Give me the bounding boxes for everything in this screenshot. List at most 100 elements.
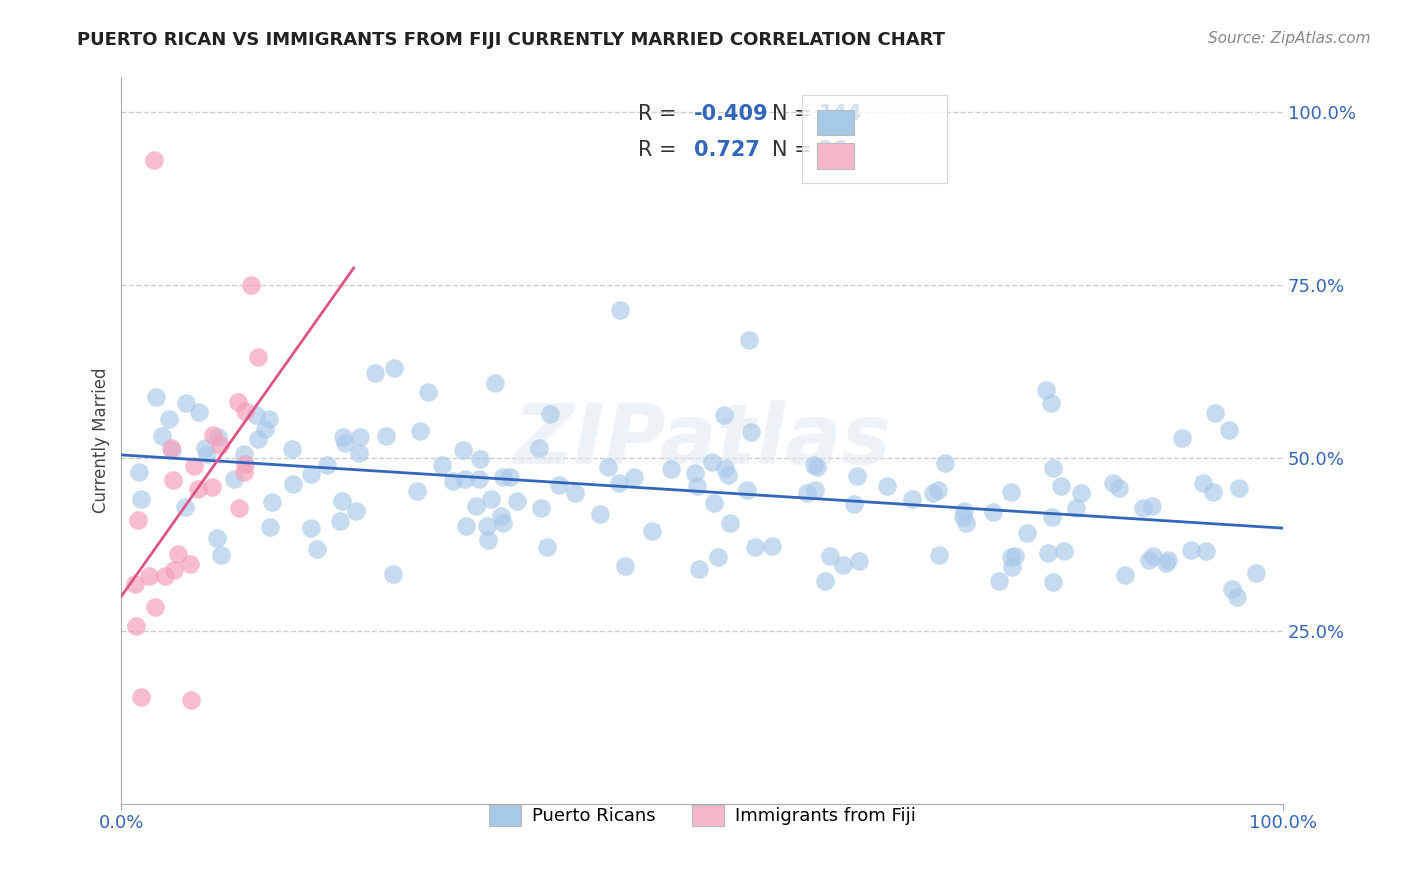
Point [598,460,620,475]
Point [1195,544,1218,558]
Point [332,430,354,444]
Point [183,458,205,473]
Point [157,411,180,425]
Point [335,435,357,450]
Point [330,494,353,508]
Point [344,504,367,518]
Point [247,351,270,365]
Point [1001,560,1024,574]
Point [153,569,176,583]
Point [1218,423,1240,437]
Point [127,512,149,526]
Point [492,470,515,484]
Text: 0.727: 0.727 [695,140,761,160]
Text: ZIPatlas: ZIPatlas [513,400,891,481]
Point [247,433,270,447]
Point [806,460,828,475]
Point [1000,549,1022,564]
Point [686,479,709,493]
Point [150,429,173,443]
Point [928,548,950,562]
Point [1070,486,1092,500]
Point [441,474,464,488]
Point [683,466,706,480]
Point [613,558,636,573]
Point [160,442,183,456]
Point [381,566,404,581]
Point [761,539,783,553]
Point [464,499,486,513]
Point [688,562,710,576]
Point [453,472,475,486]
Point [831,558,853,573]
Text: 26: 26 [818,140,848,160]
Point [848,554,870,568]
Point [492,516,515,531]
Point [609,302,631,317]
Point [952,504,974,518]
Point [1000,485,1022,500]
Point [349,446,371,460]
Point [955,516,977,530]
Point [162,473,184,487]
Point [468,471,491,485]
Point [707,549,730,564]
Point [842,497,865,511]
Point [796,486,818,500]
Text: N =: N = [772,140,811,160]
Point [454,519,477,533]
Text: -0.409: -0.409 [695,103,769,124]
Point [1042,574,1064,589]
Point [305,542,328,557]
Point [128,466,150,480]
Point [1101,475,1123,490]
Point [1108,481,1130,495]
Point [530,501,553,516]
Point [207,430,229,444]
Point [195,447,218,461]
Point [124,577,146,591]
Point [1066,500,1088,515]
Text: R =: R = [638,140,676,160]
Point [1191,476,1213,491]
Point [259,520,281,534]
Point [703,496,725,510]
Point [479,491,502,506]
Point [167,547,190,561]
Point [408,424,430,438]
Point [846,469,869,483]
Point [239,278,262,293]
Point [430,458,453,472]
Point [194,441,217,455]
Point [235,458,257,472]
Point [201,480,224,494]
Point [125,619,148,633]
Point [1015,525,1038,540]
Y-axis label: Currently Married: Currently Married [93,368,110,513]
Point [922,485,945,500]
Point [641,524,664,539]
Point [901,491,924,506]
Point [744,540,766,554]
Point [952,510,974,524]
Point [1226,591,1249,605]
Point [718,516,741,530]
Point [659,462,682,476]
Legend: Puerto Ricans, Immigrants from Fiji: Puerto Ricans, Immigrants from Fiji [479,796,925,835]
Point [188,404,211,418]
Point [222,472,245,486]
Point [349,430,371,444]
Point [364,366,387,380]
Point [257,411,280,425]
Point [818,549,841,563]
Point [1140,499,1163,513]
Point [468,451,491,466]
Point [1220,582,1243,597]
Point [179,557,201,571]
Point [316,458,339,472]
Point [1042,460,1064,475]
Point [145,390,167,404]
Point [803,458,825,473]
Text: N =: N = [772,103,811,124]
Point [740,425,762,439]
